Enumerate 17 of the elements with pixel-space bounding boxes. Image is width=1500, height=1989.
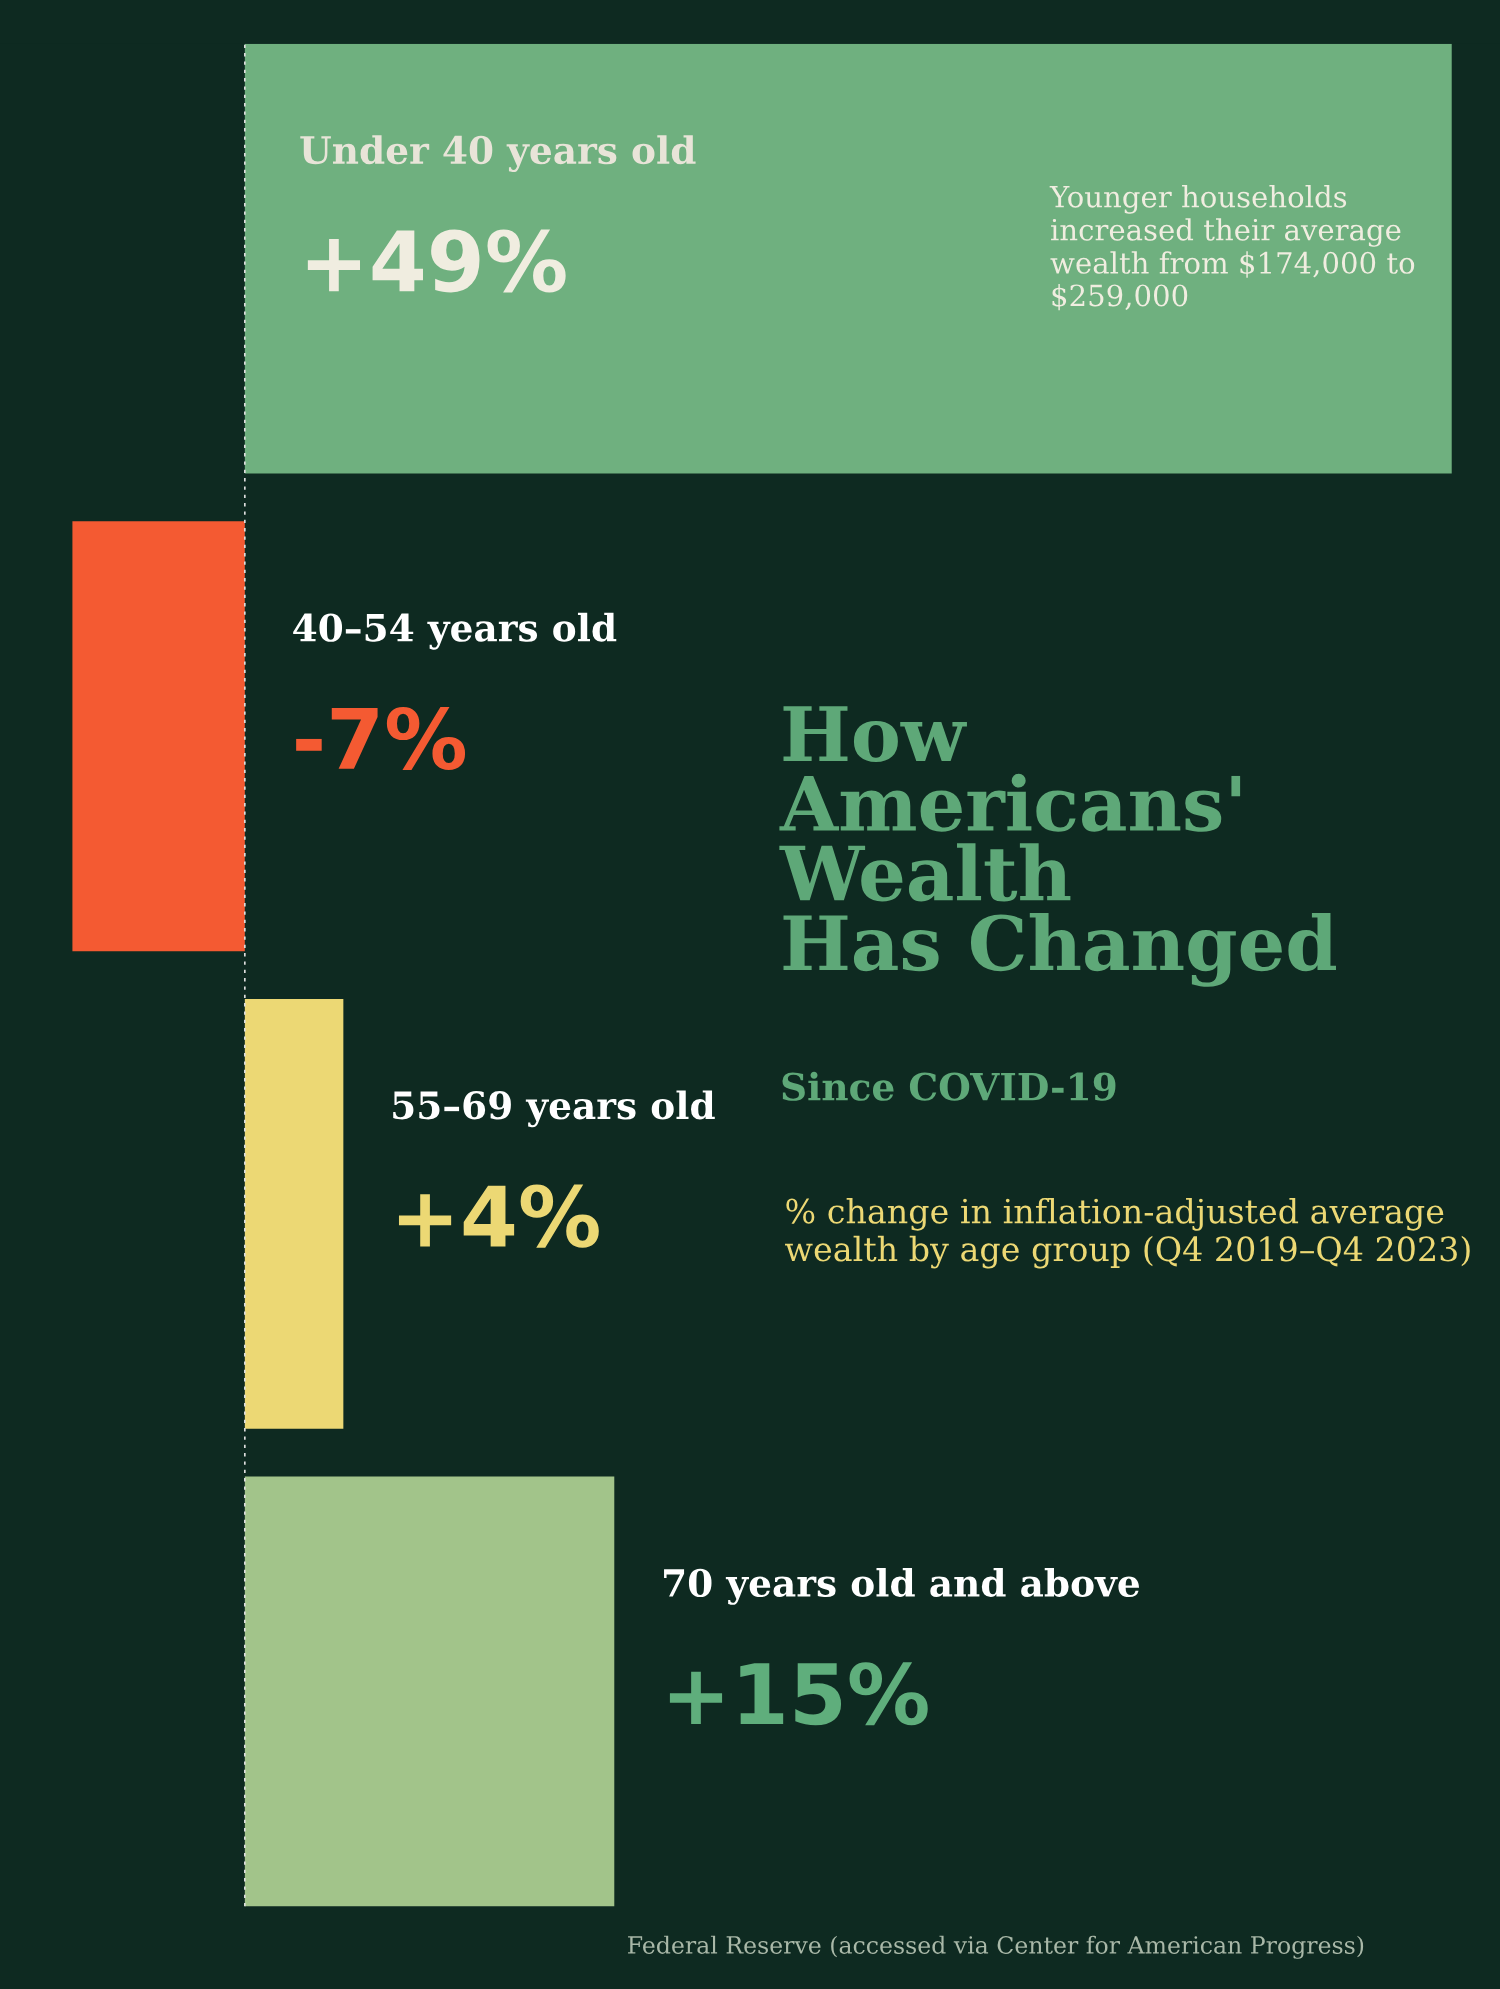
data-label: -7% (296, 707, 466, 771)
data-label: +49% (307, 229, 566, 293)
bar (244, 1476, 615, 1907)
y-tick-label: 55–69 years old (393, 1090, 715, 1128)
data-label: +4% (398, 1184, 599, 1248)
text: How Americans' Wealth Has Changed (779, 706, 1336, 987)
bar (72, 521, 245, 952)
bar (244, 43, 1452, 474)
text: Federal Reserve (accessed via Center for American Progress) (628, 1935, 1364, 1959)
data-label: +15% (669, 1662, 928, 1726)
annotation: Younger households increased their average wealth from $174,000 to $259,000 (1049, 185, 1415, 311)
text: Since COVID-19 (782, 1071, 1116, 1101)
y-tick-label: Under 40 years old (300, 135, 696, 173)
y-tick-label: 70 years old and above (664, 1568, 1140, 1605)
y-tick-label: 40–54 years old (293, 612, 617, 650)
bar (244, 998, 344, 1429)
annotation: % change in inflation-adjusted average wealth by age group (Q4 2019–Q4 2023) (785, 1197, 1470, 1269)
